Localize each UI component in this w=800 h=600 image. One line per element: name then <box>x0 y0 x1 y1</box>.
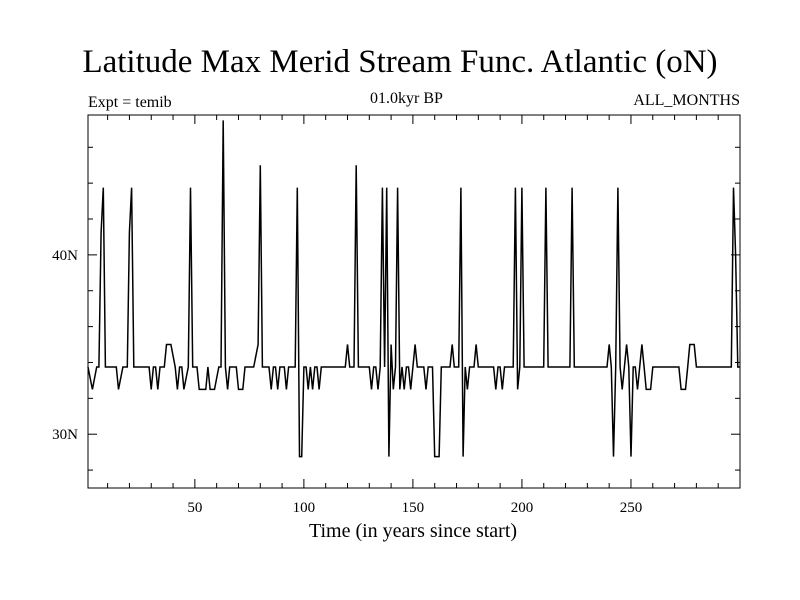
x-axis: 50 100 150 200 250 <box>107 115 719 516</box>
x-axis-label: Time (in years since start) <box>308 520 518 542</box>
series-line-max-latitude <box>87 120 740 458</box>
x-tick-label: 100 <box>293 500 316 516</box>
y-axis: 30N 40N <box>52 146 740 471</box>
x-tick-label: 250 <box>620 500 643 516</box>
x-tick-label: 200 <box>511 500 534 516</box>
period-label: 01.0kyr BP <box>370 90 443 107</box>
plot-frame <box>87 114 741 489</box>
x-tick-label: 50 <box>187 500 202 516</box>
y-tick-label: 30N <box>52 427 78 443</box>
months-label: ALL_MONTHS <box>633 92 740 109</box>
chart-title: Latitude Max Merid Stream Func. Atlantic… <box>82 44 718 80</box>
x-tick-label: 150 <box>402 500 425 516</box>
experiment-label: Expt = temib <box>88 94 172 111</box>
y-tick-label: 40N <box>52 248 78 264</box>
